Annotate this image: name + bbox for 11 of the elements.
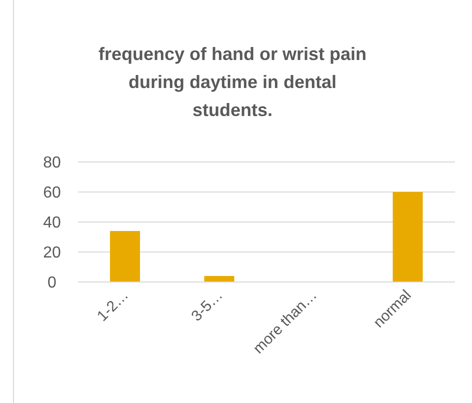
y-tick-label: 60 xyxy=(43,184,61,202)
x-tick-label: 1-2… xyxy=(94,286,132,325)
chart-title: frequency of hand or wrist pain during daytime in dental students. xyxy=(97,43,368,122)
y-tick-label: 40 xyxy=(43,214,61,232)
y-tick-label: 0 xyxy=(48,274,57,292)
y-tick-label: 80 xyxy=(43,154,61,172)
bar xyxy=(392,192,423,282)
bar xyxy=(204,276,234,282)
x-tick-label: 3-5… xyxy=(188,286,226,325)
bar xyxy=(110,231,140,282)
y-tick-label: 20 xyxy=(43,244,61,262)
